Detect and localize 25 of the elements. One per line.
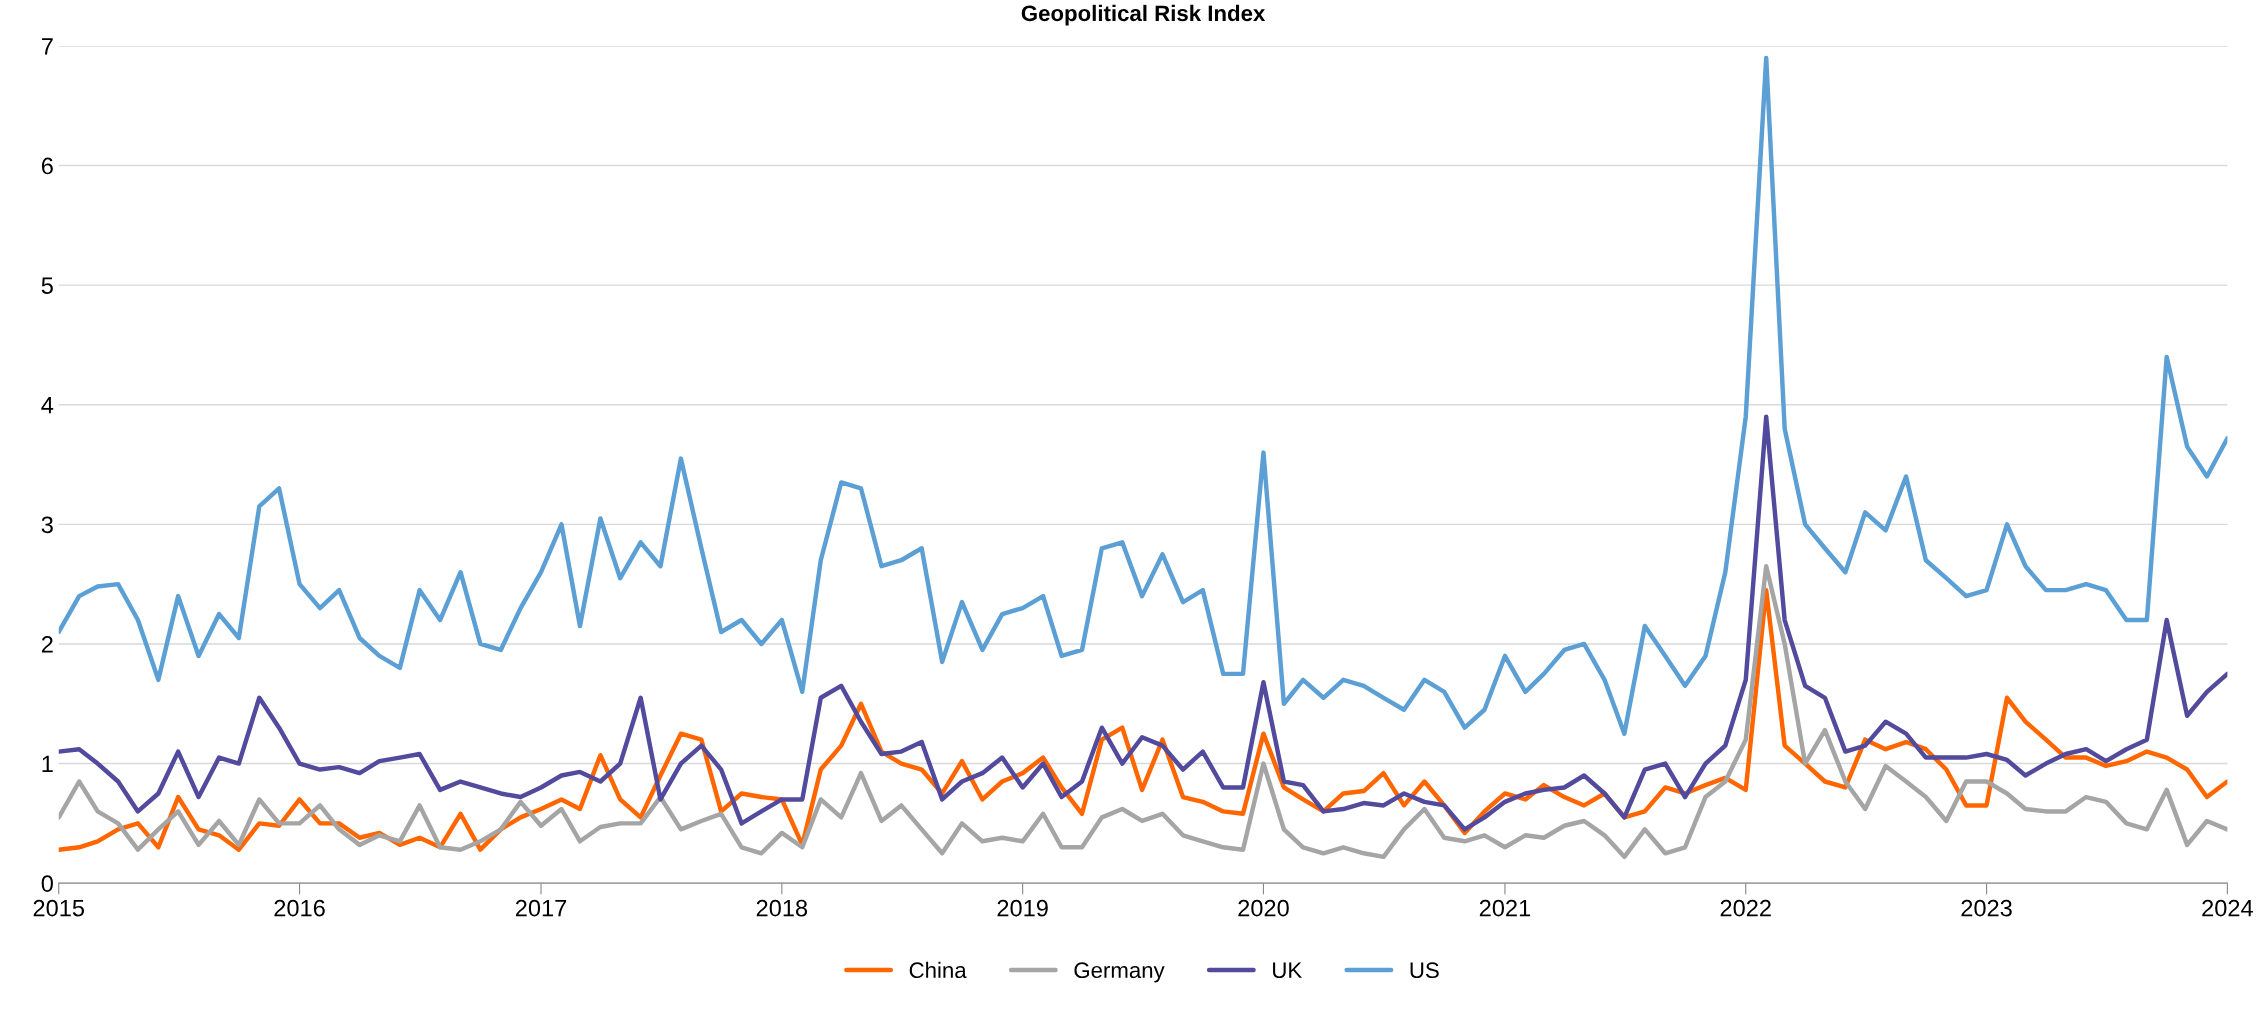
y-tick-label: 4 (41, 397, 54, 414)
y-tick-label: 2 (41, 636, 53, 653)
legend-label: China (909, 961, 967, 979)
x-tick-label: 2016 (274, 899, 325, 917)
legend-label: UK (1273, 962, 1302, 979)
y-tick-label: 0 (41, 875, 53, 892)
x-tick-label: 2023 (1961, 899, 2012, 917)
x-tick-label: 2019 (997, 899, 1048, 917)
legend-label: US (1410, 962, 1439, 979)
x-tick-label: 2024 (2202, 899, 2253, 917)
x-tick-label: 2018 (756, 899, 808, 917)
y-tick-label: 5 (41, 277, 53, 294)
y-tick-label: 6 (41, 157, 53, 175)
x-tick-label: 2021 (1479, 899, 1531, 917)
line-series (58, 55, 2228, 736)
line-series (58, 414, 2228, 832)
x-tick-label: 2017 (515, 899, 567, 917)
x-tick-label: 2015 (33, 899, 85, 917)
y-tick-label: 7 (41, 38, 53, 55)
legend-label: Germany (1074, 962, 1165, 983)
x-tick-label: 2022 (1720, 899, 1771, 917)
y-tick-label: 3 (41, 516, 53, 534)
y-tick-label: 1 (42, 755, 53, 773)
chart-title: Geopolitical Risk Index (1021, 4, 1266, 26)
x-tick-label: 2020 (1238, 899, 1289, 917)
